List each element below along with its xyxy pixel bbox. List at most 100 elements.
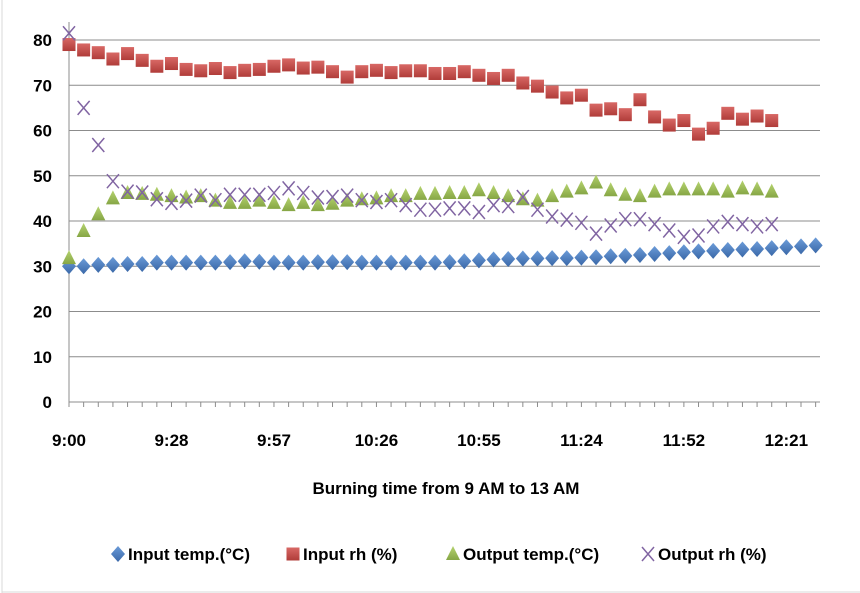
data-point-diamond	[676, 244, 691, 261]
data-point-x	[369, 194, 384, 210]
data-point-triangle	[530, 192, 545, 207]
data-point-diamond	[91, 256, 106, 273]
data-point-x	[267, 185, 281, 201]
data-point-diamond	[223, 254, 238, 271]
data-point-diamond	[471, 252, 486, 269]
data-point-x	[252, 187, 266, 203]
data-point-triangle	[237, 194, 252, 209]
data-point-square	[443, 66, 457, 80]
data-point-square	[164, 57, 178, 71]
data-point-x	[106, 173, 120, 189]
data-point-triangle	[457, 184, 472, 199]
data-point-triangle	[471, 182, 486, 197]
data-point-triangle	[545, 188, 560, 203]
x-tick-label: 10:55	[457, 431, 500, 450]
data-point-square	[633, 93, 647, 107]
data-point-square	[267, 59, 281, 73]
data-point-triangle	[369, 190, 384, 205]
data-point-square	[487, 71, 501, 85]
data-point-x	[721, 214, 735, 230]
data-point-x	[62, 25, 76, 41]
y-tick-label: 20	[33, 303, 52, 322]
data-point-x	[486, 197, 501, 213]
x-tick-label: 9:00	[52, 431, 86, 450]
y-tick-label: 70	[33, 76, 52, 95]
data-point-x	[633, 211, 647, 227]
data-point-triangle	[325, 195, 340, 210]
data-point-diamond	[603, 248, 618, 265]
data-point-diamond	[706, 242, 721, 259]
data-point-diamond	[296, 254, 311, 271]
x-tick-label: 9:28	[154, 431, 188, 450]
data-point-x	[91, 137, 105, 153]
x-tick-label: 11:24	[560, 431, 603, 450]
x-tick-label: 12:21	[765, 431, 808, 450]
data-point-square	[750, 109, 764, 123]
data-point-diamond	[369, 254, 384, 271]
data-point-x	[135, 185, 149, 200]
data-point-triangle	[501, 188, 516, 203]
data-point-x	[340, 188, 354, 204]
data-point-square	[692, 127, 706, 141]
data-point-diamond	[105, 256, 120, 273]
data-point-x	[662, 223, 676, 238]
data-point-triangle	[105, 190, 120, 205]
data-point-square	[677, 114, 691, 128]
data-point-triangle	[223, 194, 238, 209]
data-point-x	[457, 200, 471, 216]
data-point-x	[120, 184, 135, 200]
data-point-x	[355, 192, 369, 208]
data-point-square	[150, 59, 164, 73]
data-point-triangle	[296, 194, 311, 209]
data-point-triangle	[164, 188, 179, 203]
data-point-diamond	[794, 238, 808, 255]
data-point-x	[223, 187, 237, 203]
data-point-square	[369, 63, 383, 77]
data-point-diamond	[135, 255, 150, 272]
data-point-x	[311, 189, 325, 205]
data-point-diamond	[515, 250, 530, 267]
data-point-square	[457, 65, 471, 79]
data-point-x	[77, 100, 91, 116]
data-point-square	[106, 52, 120, 66]
y-tick-label: 80	[33, 31, 52, 50]
data-point-x	[516, 189, 530, 205]
data-point-triangle	[676, 181, 691, 196]
data-point-diamond	[340, 254, 355, 271]
data-point-triangle	[413, 185, 428, 200]
data-point-triangle	[91, 206, 106, 221]
legend-marker-square	[286, 547, 300, 561]
data-point-triangle	[398, 188, 413, 203]
data-point-x	[560, 212, 574, 228]
data-point-x	[765, 216, 779, 232]
data-point-square	[384, 66, 398, 80]
data-point-square	[91, 46, 105, 60]
legend-marker-triangle	[446, 546, 460, 560]
data-point-square	[721, 106, 735, 120]
data-point-triangle	[252, 192, 267, 207]
data-point-x	[648, 216, 662, 232]
data-point-square	[238, 63, 252, 77]
data-point-x	[238, 187, 252, 203]
data-point-square	[326, 65, 340, 79]
data-point-square	[560, 91, 574, 105]
legend-label: Output rh (%)	[658, 545, 767, 564]
data-point-triangle	[354, 191, 369, 206]
data-point-triangle	[603, 182, 618, 197]
data-point-x	[325, 189, 340, 205]
data-point-diamond	[589, 249, 604, 266]
data-point-triangle	[340, 192, 355, 207]
data-point-square	[516, 76, 530, 90]
data-point-x	[413, 202, 427, 218]
y-tick-label: 60	[33, 122, 52, 141]
x-tick-label: 10:26	[355, 431, 398, 450]
data-point-square	[208, 62, 222, 76]
data-point-triangle	[559, 183, 574, 198]
data-point-diamond	[252, 253, 267, 270]
data-point-square	[77, 43, 91, 57]
data-point-x	[604, 218, 618, 234]
data-point-square	[399, 64, 413, 78]
data-point-diamond	[413, 254, 428, 271]
legend-item: Output temp.(°C)	[446, 545, 599, 564]
data-point-triangle	[179, 189, 194, 204]
